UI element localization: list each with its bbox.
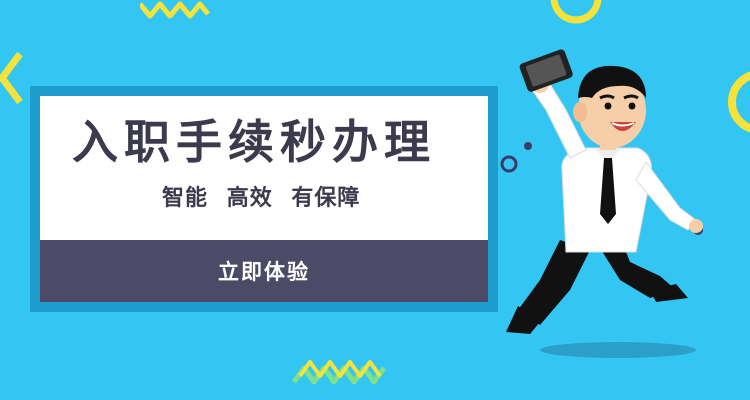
- tagline-item-2: 高效: [226, 186, 273, 211]
- man-holding-phone-illustration: [506, 49, 703, 358]
- ring-top-icon: [550, 0, 602, 24]
- tagline: 智能 高效 有保障: [162, 180, 370, 212]
- ring-right-icon: [728, 71, 750, 133]
- zigzag-top-icon: [140, 1, 210, 19]
- dots-decoration-icon: [500, 142, 532, 173]
- promo-card: 入职手续秒办理 智能 高效 有保障 立即体验: [40, 96, 488, 302]
- chevron-left-icon: [0, 51, 23, 105]
- tagline-item-3: 有保障: [291, 186, 361, 211]
- headline: 入职手续秒办理: [72, 115, 436, 169]
- tagline-item-1: 智能: [162, 186, 209, 211]
- try-now-button[interactable]: 立即体验: [40, 240, 488, 302]
- zigzag-bottom-icon: [291, 360, 387, 385]
